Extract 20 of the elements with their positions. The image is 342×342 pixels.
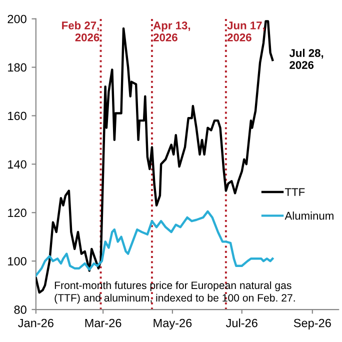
y-tick-label: 120 — [8, 208, 26, 218]
annotation: Front-month futures price for European natural gas (TTF) and aluminum, indexed to be 100 on Feb. 27. — [54, 281, 295, 304]
line-series — [36, 210, 274, 277]
y-tick-label: 160 — [8, 112, 26, 120]
y-tick-label: 180 — [8, 63, 26, 72]
ref-line-label: Apr 13, 2026 — [153, 22, 190, 42]
y-tick-label: 80 — [14, 306, 26, 314]
y-tick-label: 200 — [8, 14, 26, 24]
y-tick-label: 100 — [8, 257, 26, 266]
annotation: Jul 28, 2026 — [289, 48, 324, 69]
line-series — [36, 20, 274, 294]
ref-line-label: Feb 27, 2026 — [62, 21, 100, 42]
legend-label: TTF — [284, 188, 305, 196]
x-tick-label: Jul-26 — [226, 318, 258, 328]
x-tick-label: Mar-26 — [85, 318, 122, 328]
y-tick-label: 140 — [8, 160, 26, 169]
x-tick-label: Jan-26 — [18, 318, 54, 328]
x-tick-label: Sep-26 — [294, 318, 331, 330]
x-tick-label: May-26 — [154, 318, 192, 330]
legend-label: Aluminum — [284, 212, 334, 220]
